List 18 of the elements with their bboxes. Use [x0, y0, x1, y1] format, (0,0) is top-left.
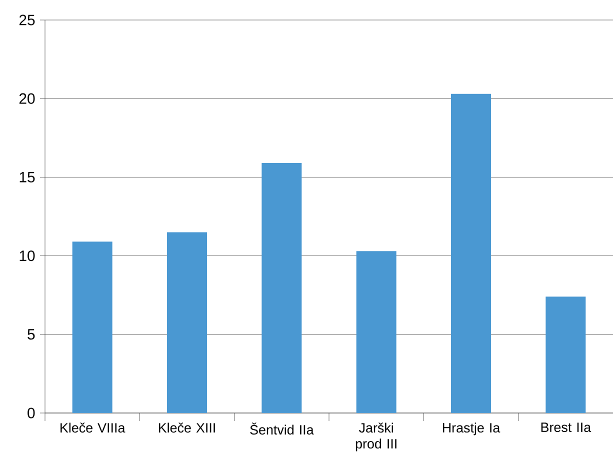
y-tick-label: 15: [20, 172, 35, 182]
bar: [546, 296, 586, 413]
bar: [451, 94, 492, 413]
y-tick-label: 0: [28, 408, 35, 418]
x-tick-label: Jarški prod III: [356, 422, 396, 452]
x-tick-label: Brest IIa: [541, 422, 592, 432]
x-tick-label: Kleče XIII: [158, 422, 215, 433]
bar: [167, 232, 207, 413]
y-tick-label: 5: [28, 329, 35, 340]
bar: [262, 163, 302, 413]
x-tick-label: Šentvid IIa: [250, 422, 314, 435]
x-tick-label: Kleče VIIIa: [60, 422, 126, 433]
bar: [356, 251, 396, 413]
y-tick-label: 10: [20, 250, 35, 262]
bar: [72, 242, 112, 413]
y-tick-label: 25: [19, 14, 35, 26]
x-tick-label: Hrastje Ia: [442, 422, 500, 436]
y-tick-label: 20: [19, 93, 35, 104]
